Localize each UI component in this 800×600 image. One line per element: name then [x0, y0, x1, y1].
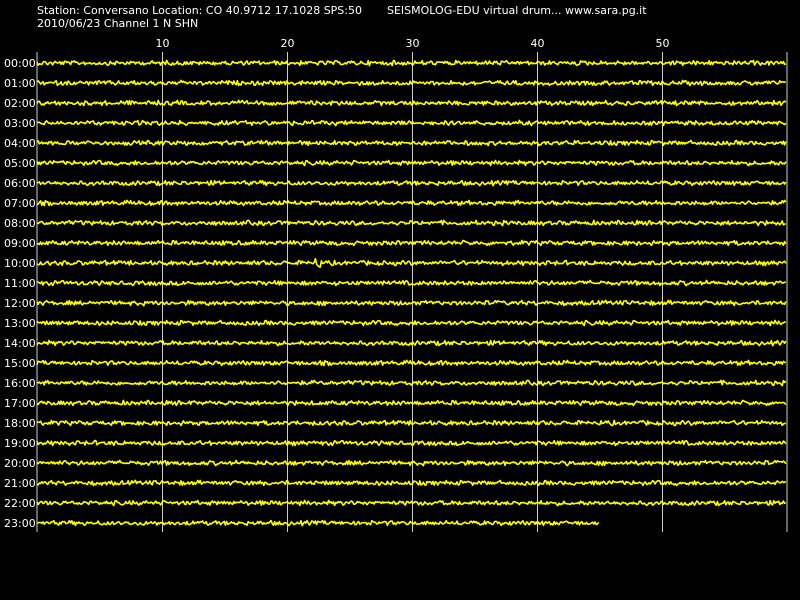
trace-1200 [36, 299, 787, 307]
hour-label-1600: 16:00 [4, 377, 36, 390]
hour-label-2200: 22:00 [4, 497, 36, 510]
trace-1600 [36, 379, 787, 387]
trace-2100 [36, 479, 787, 487]
hour-label-0000: 00:00 [4, 57, 36, 70]
hour-label-1300: 13:00 [4, 317, 36, 330]
trace-0900 [36, 239, 787, 247]
hour-label-0800: 08:00 [4, 217, 36, 230]
hour-label-0100: 01:00 [4, 77, 36, 90]
hour-label-1700: 17:00 [4, 397, 36, 410]
trace-1700 [36, 399, 787, 407]
date-channel-info: 2010/06/23 Channel 1 N SHN [37, 17, 199, 30]
trace-1000 [36, 258, 787, 268]
tick-label-minute-40: 40 [531, 37, 545, 50]
app-title: SEISMOLOG-EDU virtual drum... www.sara.p… [387, 4, 647, 17]
trace-1900 [36, 439, 787, 447]
tick-label-minute-10: 10 [156, 37, 170, 50]
trace-1100 [37, 279, 786, 287]
minute-tick-labels: 10 20 30 40 50 [156, 37, 670, 50]
trace-0800 [36, 219, 787, 227]
trace-1300 [36, 319, 787, 327]
hour-label-2000: 20:00 [4, 457, 36, 470]
tick-label-minute-20: 20 [281, 37, 295, 50]
trace-0100 [36, 79, 786, 87]
trace-0700 [36, 199, 787, 207]
trace-2000 [36, 459, 787, 467]
hour-label-1500: 15:00 [4, 357, 36, 370]
hour-label-0600: 06:00 [4, 177, 36, 190]
trace-1800 [36, 419, 787, 427]
tick-label-minute-30: 30 [406, 37, 420, 50]
trace-0500 [36, 159, 787, 167]
hour-label-0200: 02:00 [4, 97, 36, 110]
trace-0200 [36, 99, 787, 107]
tick-label-minute-50: 50 [656, 37, 670, 50]
hour-label-1200: 12:00 [4, 297, 36, 310]
hour-label-0400: 04:00 [4, 137, 36, 150]
hour-label-0500: 05:00 [4, 157, 36, 170]
trace-2200 [36, 499, 787, 507]
hour-label-0700: 07:00 [4, 197, 36, 210]
hour-label-0900: 09:00 [4, 237, 36, 250]
seismic-traces [36, 59, 787, 527]
station-info: Station: Conversano Location: CO 40.9712… [37, 4, 362, 17]
hour-label-1000: 10:00 [4, 257, 36, 270]
trace-0000 [36, 59, 787, 67]
trace-1500 [36, 359, 787, 367]
minute-grid [36, 52, 788, 532]
hour-labels: 00:00 01:00 02:00 03:00 04:00 05:00 06:00 07:00… [4, 57, 36, 530]
hour-label-1400: 14:00 [4, 337, 36, 350]
trace-0400 [36, 139, 787, 147]
hour-label-1100: 11:00 [4, 277, 36, 290]
hour-label-2100: 21:00 [4, 477, 36, 490]
hour-label-2300: 23:00 [4, 517, 36, 530]
trace-1400 [36, 339, 787, 347]
trace-0300 [36, 119, 787, 127]
trace-0600 [36, 179, 787, 187]
hour-label-1900: 19:00 [4, 437, 36, 450]
trace-2300 [36, 519, 600, 527]
hour-label-1800: 18:00 [4, 417, 36, 430]
hour-label-0300: 03:00 [4, 117, 36, 130]
